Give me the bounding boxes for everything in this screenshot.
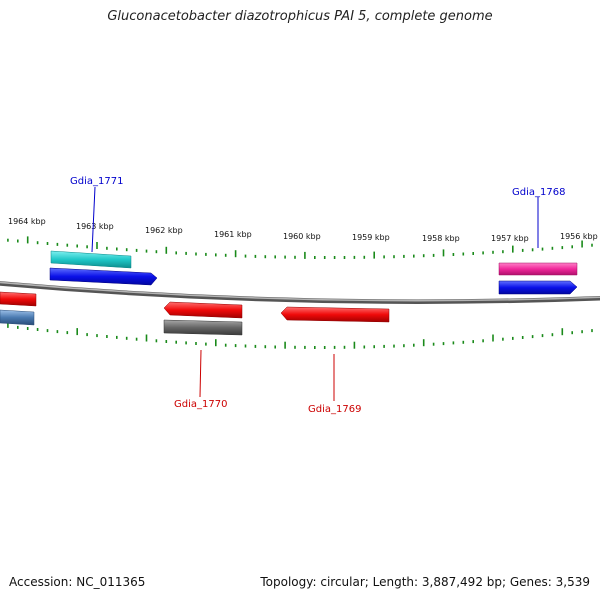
- gene-feature-cyan[interactable]: [50, 250, 132, 269]
- gene-feature-red[interactable]: [0, 291, 37, 307]
- scale-label: 1963 kbp: [76, 222, 114, 231]
- scale-label: 1964 kbp: [8, 217, 46, 226]
- scale-label: 1962 kbp: [145, 226, 183, 235]
- genome-backbone: [0, 281, 600, 304]
- scale-label: 1956 kbp: [560, 232, 598, 241]
- scale-label: 1960 kbp: [283, 232, 321, 241]
- scale-labels: 1964 kbp 1963 kbp 1962 kbp 1961 kbp 1960…: [8, 217, 598, 243]
- accession-label: Accession: NC_011365: [9, 575, 146, 589]
- outer-scale-ticks: [7, 236, 593, 259]
- gene-feature-gray[interactable]: [163, 319, 243, 336]
- scale-label: 1958 kbp: [422, 234, 460, 243]
- scale-label: 1961 kbp: [214, 230, 252, 239]
- scale-label: 1957 kbp: [491, 234, 529, 243]
- gene-label-leader: [91, 186, 96, 253]
- gene-feature-red[interactable]: [280, 306, 390, 323]
- gene-label-gdia-1770[interactable]: Gdia_1770: [174, 399, 227, 410]
- inner-scale-ticks: [7, 320, 593, 349]
- gene-label-gdia-1769[interactable]: Gdia_1769: [308, 404, 361, 415]
- genome-summary: Topology: circular; Length: 3,887,492 bp…: [260, 575, 590, 589]
- gene-feature-red[interactable]: [163, 301, 243, 319]
- gene-feature-steel[interactable]: [0, 309, 35, 326]
- gene-feature-magenta[interactable]: [498, 262, 578, 276]
- gene-feature-blue[interactable]: [498, 280, 578, 295]
- gene-label-gdia-1771[interactable]: Gdia_1771: [70, 176, 123, 187]
- gene-feature-blue[interactable]: [49, 267, 158, 286]
- map-title: Gluconacetobacter diazotrophicus PAI 5, …: [107, 9, 493, 24]
- scale-label: 1959 kbp: [352, 233, 390, 242]
- gene-label-gdia-1768[interactable]: Gdia_1768: [512, 187, 565, 198]
- gene-label-leader: [199, 349, 202, 398]
- genome-backbone-highlight: [0, 281, 600, 302]
